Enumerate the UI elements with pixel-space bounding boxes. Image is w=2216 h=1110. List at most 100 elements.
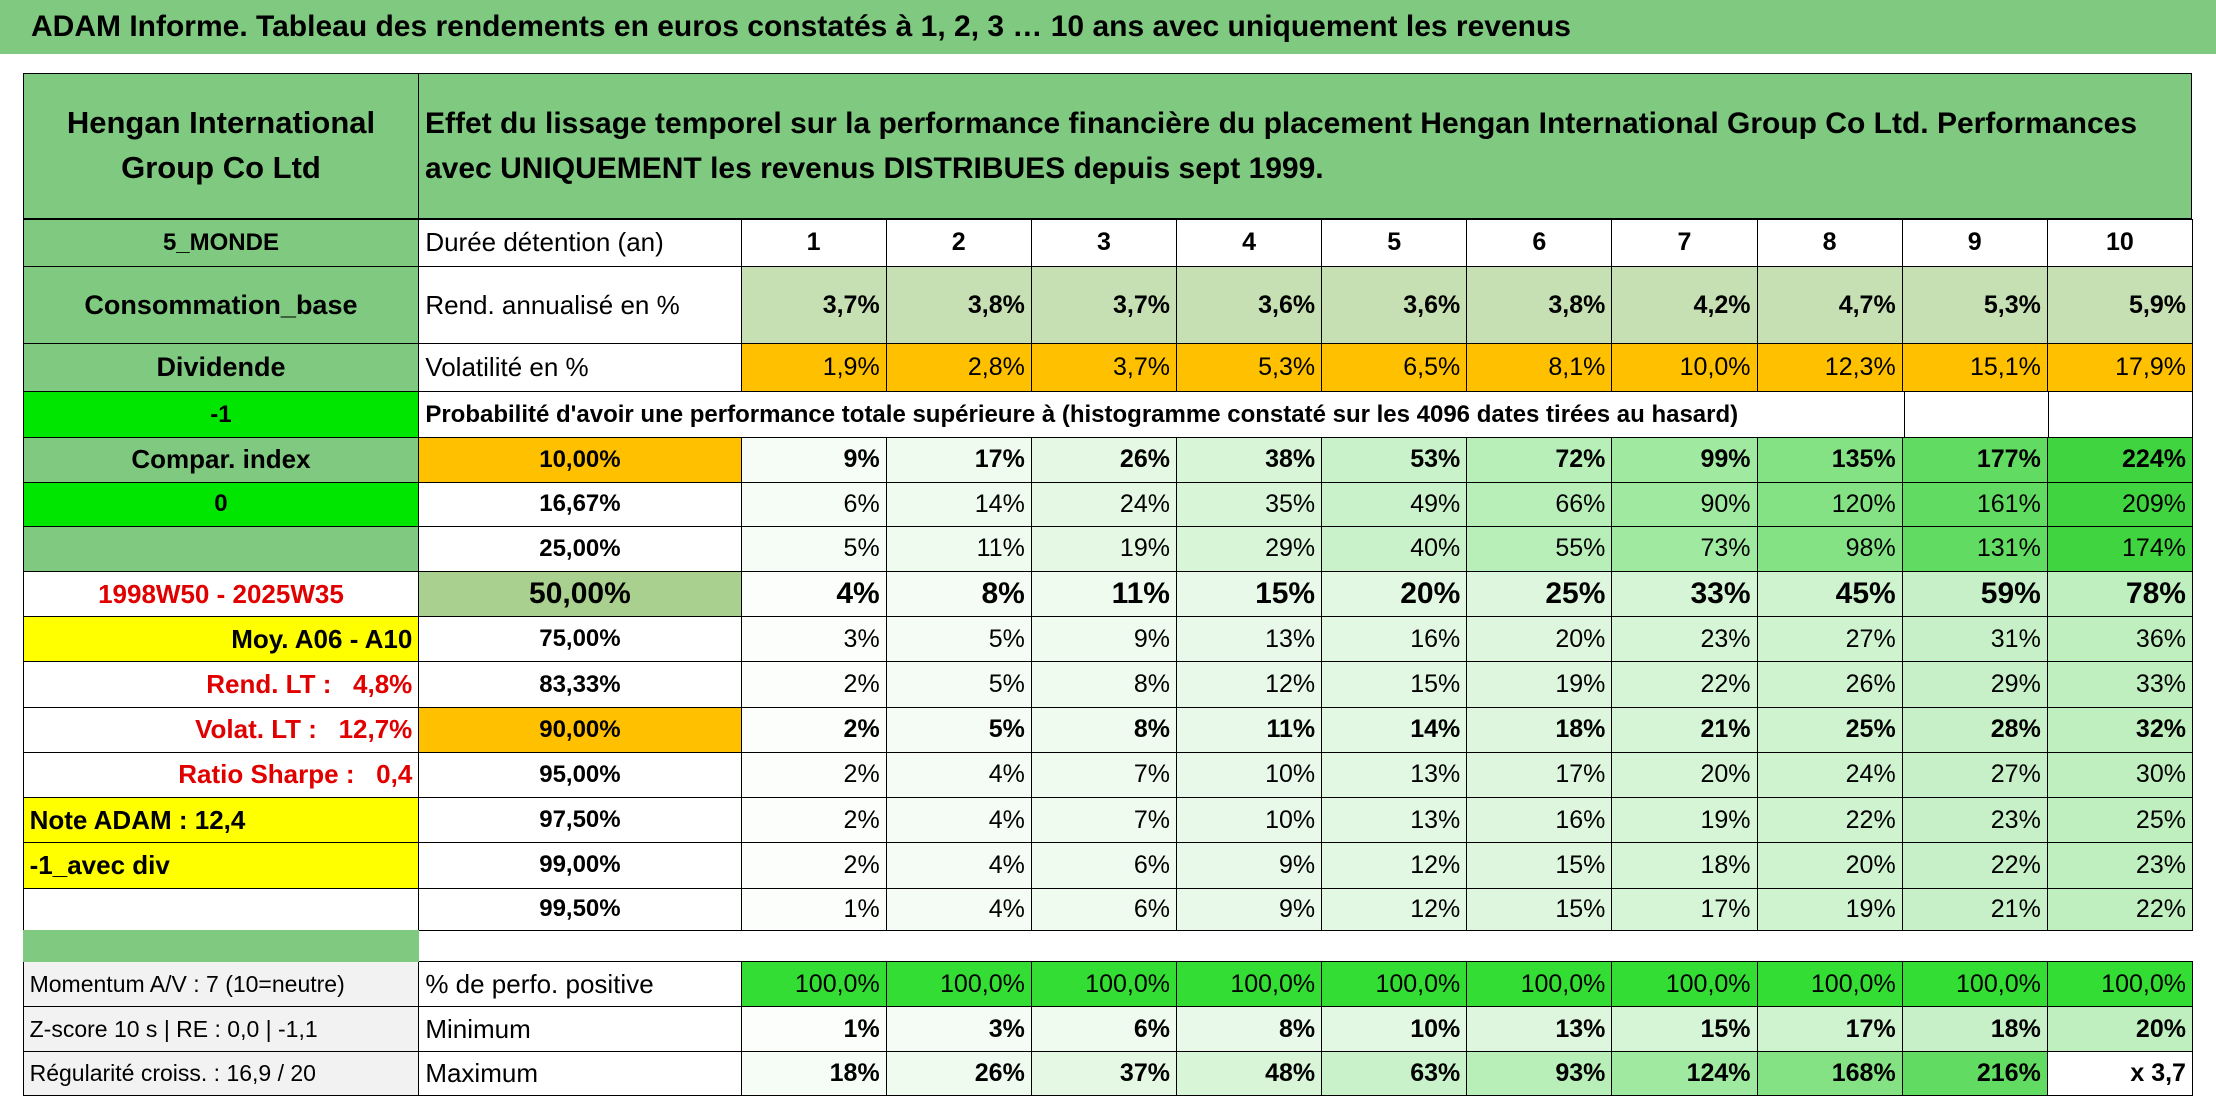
value-cell: 26% <box>885 1051 1032 1097</box>
row-label: 75,00% <box>418 616 742 663</box>
title-bar: ADAM Informe. Tableau des rendements en … <box>0 0 2216 54</box>
value-cell: x 3,7 <box>2046 1051 2193 1097</box>
value-cell: 12% <box>1175 661 1323 708</box>
value-cell: 35% <box>1175 481 1323 527</box>
value-cell: 20% <box>1321 570 1468 618</box>
value-cell: 124% <box>1611 1051 1758 1097</box>
value-cell: 12% <box>1321 842 1468 889</box>
value-cell: 38% <box>1175 436 1323 483</box>
value-cell: 13% <box>1321 797 1468 844</box>
value-cell: 10% <box>1175 797 1323 844</box>
value-cell: 9 <box>1901 219 2048 267</box>
value-cell: 3,7% <box>740 265 887 345</box>
value-cell: 11% <box>885 525 1032 572</box>
value-cell: 5% <box>740 525 887 572</box>
row-label: 50,00% <box>418 570 742 618</box>
value-cell: 4 <box>1175 219 1323 267</box>
value-cell: 16% <box>1321 616 1468 663</box>
row-label: Maximum <box>418 1051 742 1097</box>
value-cell: 2% <box>740 751 887 799</box>
value-cell: 161% <box>1901 481 2048 527</box>
value-cell: 23% <box>1901 797 2048 844</box>
value-cell: 168% <box>1756 1051 1903 1097</box>
row-label: 90,00% <box>418 706 742 753</box>
side-cell <box>22 887 420 931</box>
value-cell: 3% <box>740 616 887 663</box>
value-cell: 29% <box>1175 525 1323 572</box>
value-cell: 36% <box>2046 616 2193 663</box>
value-cell: 4% <box>885 887 1032 931</box>
value-cell: 21% <box>1611 706 1758 753</box>
value-cell: 20% <box>1611 751 1758 799</box>
value-cell: 18% <box>1466 706 1613 753</box>
value-cell: 14% <box>1321 706 1468 753</box>
value-cell: 1% <box>740 887 887 931</box>
value-cell: 6 <box>1466 219 1613 267</box>
section-label: Probabilité d'avoir une performance tota… <box>418 391 1905 438</box>
row-label: % de perfo. positive <box>418 961 742 1008</box>
value-cell: 19% <box>1756 887 1903 931</box>
value-cell: 20% <box>1466 616 1613 663</box>
empty-cell <box>2047 391 2193 438</box>
value-cell: 66% <box>1466 481 1613 527</box>
value-cell: 25% <box>1756 706 1903 753</box>
side-cell: 0 <box>22 481 420 527</box>
value-cell: 20% <box>2046 1006 2193 1053</box>
value-cell: 7% <box>1030 797 1177 844</box>
value-cell: 13% <box>1321 751 1468 799</box>
value-cell: 3,8% <box>1466 265 1613 345</box>
value-cell: 10 <box>2046 219 2193 267</box>
row-label: 83,33% <box>418 661 742 708</box>
value-cell: 30% <box>2046 751 2193 799</box>
value-cell: 100,0% <box>1321 961 1468 1008</box>
value-cell: 3,6% <box>1321 265 1468 345</box>
empty-cell <box>1903 391 2049 438</box>
value-cell: 17% <box>885 436 1032 483</box>
side-cell: Z-score 10 s | RE : 0,0 | -1,1 <box>22 1006 420 1053</box>
value-cell: 19% <box>1030 525 1177 572</box>
value-cell: 10% <box>1321 1006 1468 1053</box>
value-cell: 12,3% <box>1756 343 1903 393</box>
value-cell: 100,0% <box>1175 961 1323 1008</box>
side-cell: Momentum A/V : 7 (10=neutre) <box>22 961 420 1008</box>
side-cell: Ratio Sharpe : 0,4 <box>22 751 420 799</box>
value-cell: 2% <box>740 661 887 708</box>
value-cell: 13% <box>1466 1006 1613 1053</box>
value-cell: 11% <box>1175 706 1323 753</box>
side-cell: -1 <box>22 391 420 438</box>
value-cell: 6% <box>1030 887 1177 931</box>
value-cell: 177% <box>1901 436 2048 483</box>
value-cell: 9% <box>740 436 887 483</box>
value-cell: 17% <box>1466 751 1613 799</box>
value-cell: 17% <box>1611 887 1758 931</box>
value-cell: 100,0% <box>740 961 887 1008</box>
value-cell: 78% <box>2046 570 2193 618</box>
row-label: Durée détention (an) <box>418 219 742 267</box>
value-cell: 8% <box>885 570 1032 618</box>
row-label: 10,00% <box>418 436 742 483</box>
side-cell: 1998W50 - 2025W35 <box>22 570 420 618</box>
value-cell: 15% <box>1466 842 1613 889</box>
value-cell: 10,0% <box>1611 343 1758 393</box>
value-cell: 18% <box>1611 842 1758 889</box>
value-cell: 25% <box>1466 570 1613 618</box>
value-cell: 73% <box>1611 525 1758 572</box>
side-cell: Compar. index <box>22 436 420 483</box>
value-cell: 16% <box>1466 797 1613 844</box>
value-cell: 100,0% <box>1756 961 1903 1008</box>
value-cell: 32% <box>2046 706 2193 753</box>
side-cell: 5_MONDE <box>22 219 420 267</box>
value-cell: 3% <box>885 1006 1032 1053</box>
side-cell: -1_avec div <box>22 842 420 889</box>
value-cell: 22% <box>2046 887 2193 931</box>
value-cell: 5,3% <box>1175 343 1323 393</box>
value-cell: 55% <box>1466 525 1613 572</box>
value-cell: 15% <box>1175 570 1323 618</box>
description: Effet du lissage temporel sur la perform… <box>418 73 2192 219</box>
value-cell: 33% <box>1611 570 1758 618</box>
value-cell: 20% <box>1756 842 1903 889</box>
value-cell: 49% <box>1321 481 1468 527</box>
value-cell: 5% <box>885 616 1032 663</box>
value-cell: 1 <box>740 219 887 267</box>
